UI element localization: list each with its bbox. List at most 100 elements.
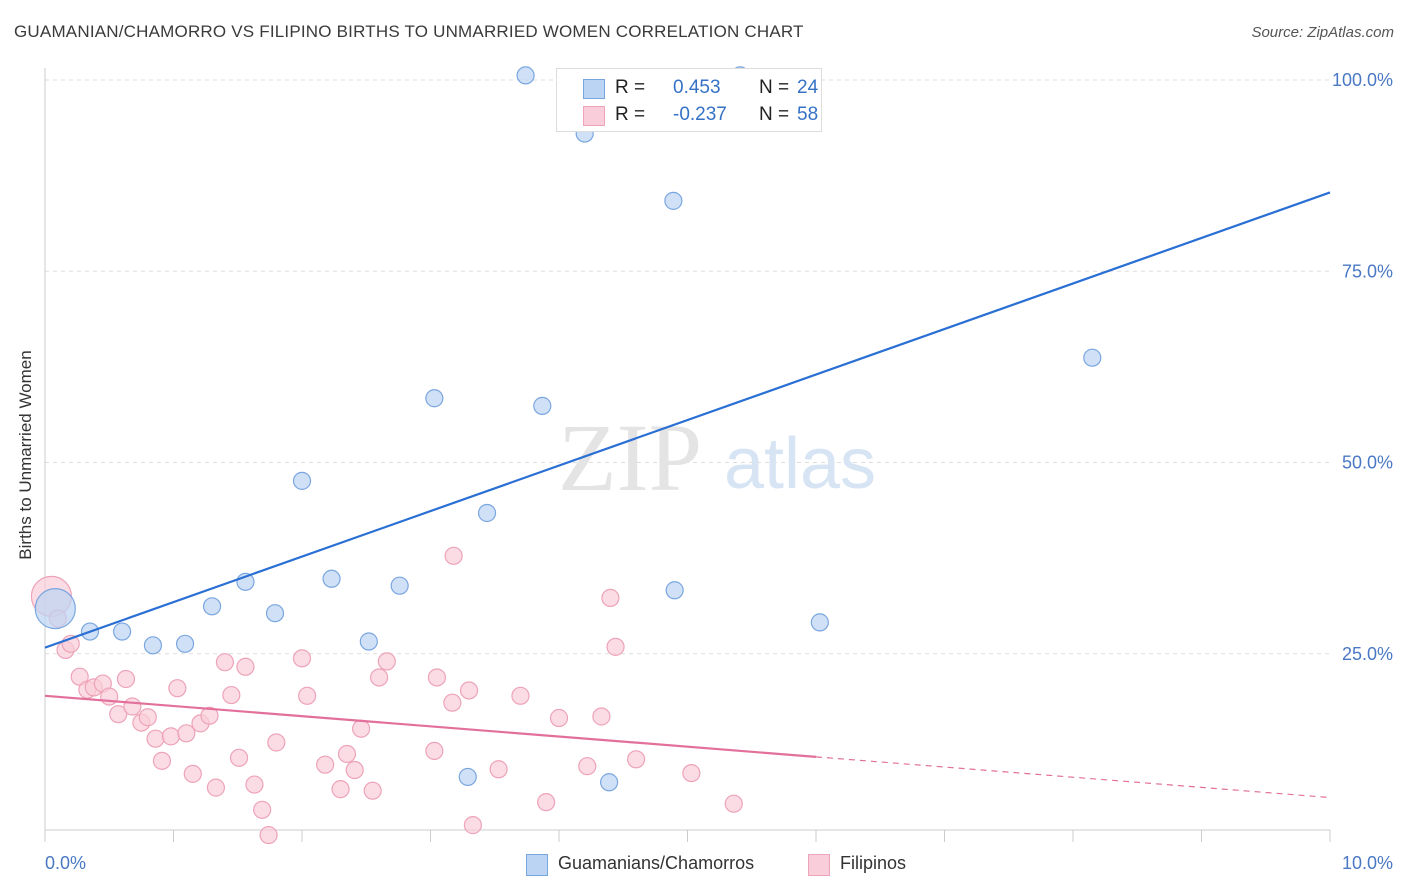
guamanian-point bbox=[1083, 348, 1102, 367]
guamanian-point bbox=[112, 622, 132, 641]
guamanian-point bbox=[664, 191, 683, 210]
legend-label-guamanians: Guamanians/Chamorros bbox=[558, 853, 755, 873]
filipino-point bbox=[123, 697, 142, 716]
filipino-point bbox=[601, 588, 620, 608]
guamanian-point bbox=[34, 588, 76, 630]
x-tick-marks bbox=[44, 830, 1331, 842]
y-tick-label: 50.0% bbox=[1342, 453, 1393, 473]
chart-title: GUAMANIAN/CHAMORRO VS FILIPINO BIRTHS TO… bbox=[14, 22, 804, 41]
watermark-atlas: atlas bbox=[724, 424, 876, 504]
filipino-point bbox=[183, 764, 202, 783]
y-tick-label: 75.0% bbox=[1342, 261, 1393, 281]
n-label: N = bbox=[759, 77, 790, 98]
filipino-point bbox=[592, 707, 611, 726]
guamanians-swatch bbox=[583, 79, 605, 99]
filipino-point bbox=[489, 760, 508, 779]
filipinos-trend-line-extension bbox=[815, 756, 1331, 799]
filipino-point bbox=[331, 780, 350, 799]
filipino-point bbox=[511, 686, 530, 705]
filipinos-swatch bbox=[583, 106, 605, 126]
filipino-point bbox=[724, 794, 743, 813]
grid-lines bbox=[45, 79, 1330, 655]
filipino-point bbox=[236, 657, 255, 676]
legend-label-filipinos: Filipinos bbox=[840, 853, 907, 873]
filipino-point bbox=[259, 825, 278, 845]
guamanian-point bbox=[390, 576, 409, 595]
filipino-point bbox=[215, 653, 234, 672]
y-tick-label: 25.0% bbox=[1342, 644, 1393, 664]
guamanian-point bbox=[292, 471, 312, 490]
filipino-point bbox=[229, 748, 249, 767]
filipino-point bbox=[606, 637, 625, 656]
guamanian-point bbox=[516, 66, 535, 85]
filipino-point bbox=[146, 729, 165, 748]
filipino-point bbox=[425, 741, 444, 761]
guamanian-point bbox=[600, 773, 619, 792]
filipino-point bbox=[116, 669, 136, 689]
n-value: 58 bbox=[797, 104, 819, 125]
r-value: 0.453 bbox=[673, 77, 721, 98]
filipino-point bbox=[626, 750, 646, 769]
filipino-point bbox=[459, 681, 479, 700]
guamanian-point bbox=[810, 613, 829, 632]
filipino-point bbox=[200, 706, 219, 725]
filipino-point bbox=[427, 668, 447, 687]
guamanian-point bbox=[143, 636, 163, 655]
watermark: ZIP atlas bbox=[558, 404, 876, 511]
guamanian-point bbox=[322, 569, 341, 588]
filipino-point bbox=[316, 755, 335, 774]
filipino-point bbox=[443, 693, 462, 712]
filipino-point bbox=[549, 708, 569, 728]
filipino-point bbox=[253, 800, 272, 819]
guamanian-point bbox=[265, 604, 285, 623]
filipino-point bbox=[161, 727, 181, 746]
filipino-point bbox=[370, 668, 389, 687]
r-value: -0.237 bbox=[673, 104, 727, 125]
filipino-point bbox=[298, 686, 317, 705]
source-label: Source: ZipAtlas.com bbox=[1251, 24, 1394, 41]
filipino-point bbox=[292, 649, 312, 668]
filipino-point bbox=[177, 724, 196, 743]
guamanian-point bbox=[425, 389, 444, 408]
filipino-point bbox=[267, 733, 286, 752]
guamanian-point bbox=[202, 597, 222, 616]
guamanians-trend-line bbox=[44, 191, 1331, 649]
filipinos-trend-line bbox=[44, 694, 817, 758]
filipinos-points bbox=[30, 546, 743, 845]
y-tick-label: 100.0% bbox=[1332, 70, 1393, 90]
filipino-point bbox=[537, 793, 556, 812]
filipino-point bbox=[377, 652, 396, 671]
x-tick-label-max: 10.0% bbox=[1342, 853, 1393, 873]
guamanian-point bbox=[533, 396, 552, 415]
filipino-point bbox=[682, 763, 701, 783]
filipino-point bbox=[100, 687, 119, 706]
r-label: R = bbox=[615, 104, 646, 125]
filipino-point bbox=[109, 705, 128, 724]
filipino-point bbox=[138, 708, 157, 727]
filipino-point bbox=[363, 781, 382, 800]
filipino-point bbox=[345, 760, 364, 780]
filipino-point bbox=[222, 685, 241, 705]
filipino-point bbox=[352, 719, 371, 738]
guamanian-point bbox=[458, 767, 477, 787]
guamanian-point bbox=[665, 581, 684, 600]
guamanian-point bbox=[359, 632, 378, 651]
n-value: 24 bbox=[797, 77, 819, 98]
filipino-point bbox=[444, 546, 463, 565]
x-tick-label-min: 0.0% bbox=[45, 853, 86, 873]
filipino-point bbox=[206, 778, 226, 797]
filipino-point bbox=[337, 744, 357, 764]
filipino-point bbox=[578, 757, 597, 776]
filipino-point bbox=[168, 679, 187, 698]
guamanian-point bbox=[477, 503, 497, 523]
filipino-point bbox=[152, 751, 172, 770]
y-tick-labels: 25.0% 50.0% 75.0% 100.0% bbox=[1332, 70, 1393, 664]
n-label: N = bbox=[759, 104, 790, 125]
r-label: R = bbox=[615, 77, 646, 98]
legend-swatch-pink bbox=[808, 854, 830, 876]
guamanian-point bbox=[175, 634, 195, 653]
trend-lines bbox=[44, 191, 1331, 799]
filipino-point bbox=[245, 775, 264, 794]
filipino-point bbox=[463, 816, 483, 835]
